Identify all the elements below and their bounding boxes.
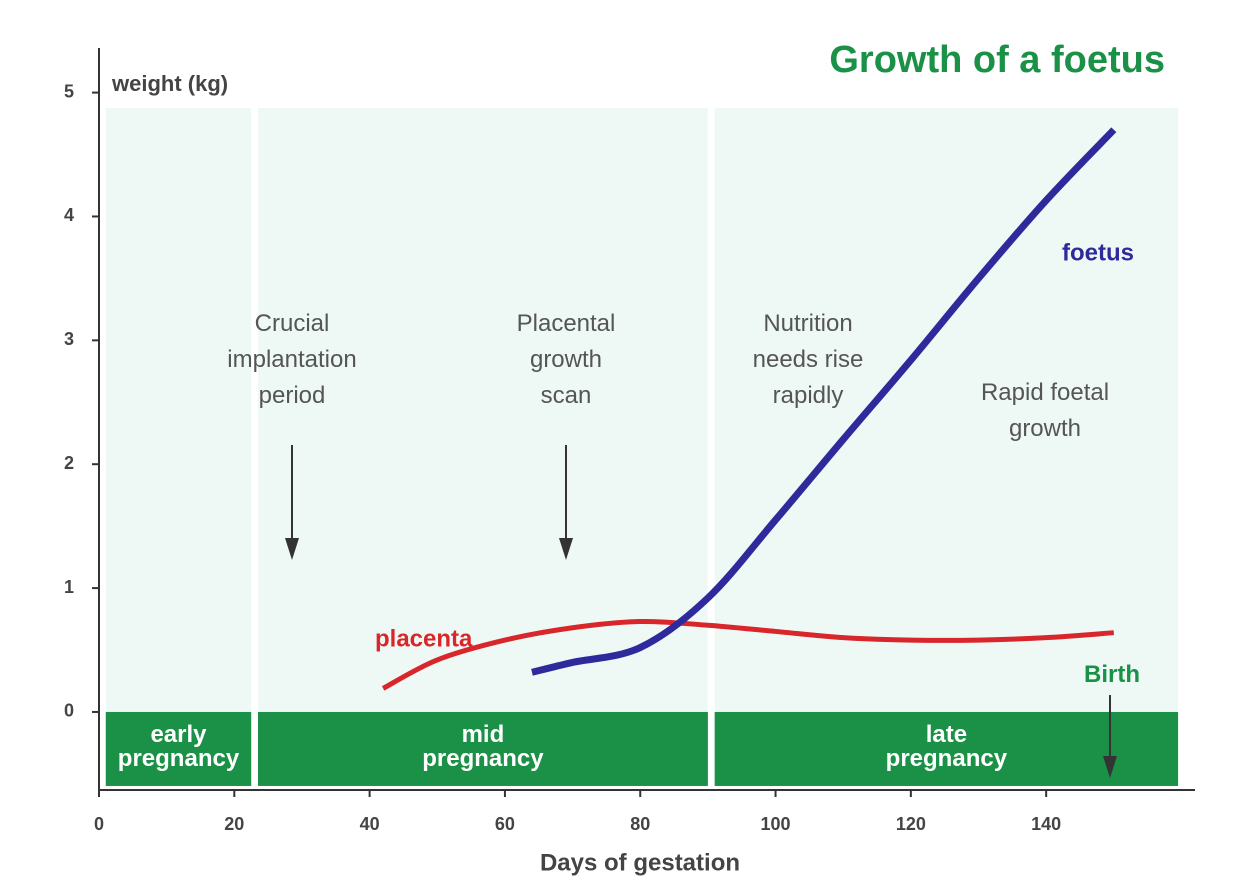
stage-label: mid pregnancy: [422, 721, 544, 772]
annotation: Crucial implantation period: [227, 310, 356, 409]
plot-background: [105, 108, 252, 712]
stage-label-line: mid: [462, 721, 505, 748]
annotation: Placental growth scan: [517, 310, 616, 409]
plot-background: [257, 108, 708, 712]
annotation-line: Nutrition: [763, 310, 852, 337]
annotation: Nutrition needs rise rapidly: [753, 310, 864, 409]
annotation-line: Placental: [517, 310, 616, 337]
stage-box: [105, 711, 252, 786]
annotation-line: Crucial: [255, 310, 330, 337]
x-tick-label: 100: [761, 814, 791, 834]
annotation-line: growth: [1009, 415, 1081, 442]
stage-box: [257, 711, 708, 786]
stage-box: [714, 711, 1179, 786]
annotation-line: scan: [541, 382, 592, 409]
y-tick-label: 3: [64, 329, 74, 349]
x-tick-label: 140: [1031, 814, 1061, 834]
y-tick-label: 0: [64, 701, 74, 721]
stage-label: early pregnancy: [118, 721, 240, 772]
y-tick-label: 4: [64, 205, 74, 225]
stage-label-line: late: [926, 721, 967, 748]
y-tick-label: 2: [64, 453, 74, 473]
annotation-line: growth: [530, 346, 602, 373]
annotation-line: Rapid foetal: [981, 379, 1109, 406]
x-tick-label: 120: [896, 814, 926, 834]
stage-label-line: early: [150, 721, 207, 748]
annotation-line: needs rise: [753, 346, 864, 373]
x-tick-label: 0: [94, 814, 104, 834]
x-tick-label: 40: [360, 814, 380, 834]
arrow-head: [285, 538, 299, 560]
series-label: placenta: [375, 625, 473, 652]
annotation-line: implantation: [227, 346, 356, 373]
x-axis-label: Days of gestation: [540, 849, 740, 876]
annotation: Rapid foetal growth: [981, 379, 1109, 442]
x-tick-label: 60: [495, 814, 515, 834]
x-tick-label: 20: [224, 814, 244, 834]
birth-label: Birth: [1084, 661, 1140, 688]
series-label: foetus: [1062, 239, 1134, 266]
stage-label: late pregnancy: [886, 721, 1008, 772]
annotation-line: period: [259, 382, 326, 409]
y-tick-label: 1: [64, 577, 74, 597]
annotation-line: rapidly: [773, 382, 844, 409]
annotation-line: Birth: [1084, 661, 1140, 688]
arrow-head: [1103, 756, 1117, 778]
series-line: [531, 127, 1117, 676]
y-axis-label: weight (kg): [111, 71, 228, 96]
plot-background: [714, 108, 1179, 712]
x-tick-label: 80: [630, 814, 650, 834]
chart-title: Growth of a foetus: [829, 39, 1165, 81]
series-line: [381, 618, 1114, 691]
y-tick-label: 5: [64, 81, 74, 101]
arrow-head: [559, 538, 573, 560]
stage-label-line: pregnancy: [886, 745, 1008, 772]
stage-label-line: pregnancy: [422, 745, 544, 772]
stage-label-line: pregnancy: [118, 745, 240, 772]
